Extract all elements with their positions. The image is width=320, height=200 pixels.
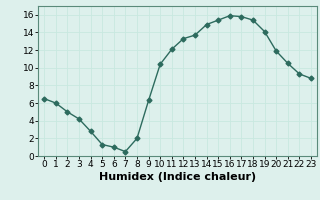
X-axis label: Humidex (Indice chaleur): Humidex (Indice chaleur) bbox=[99, 172, 256, 182]
